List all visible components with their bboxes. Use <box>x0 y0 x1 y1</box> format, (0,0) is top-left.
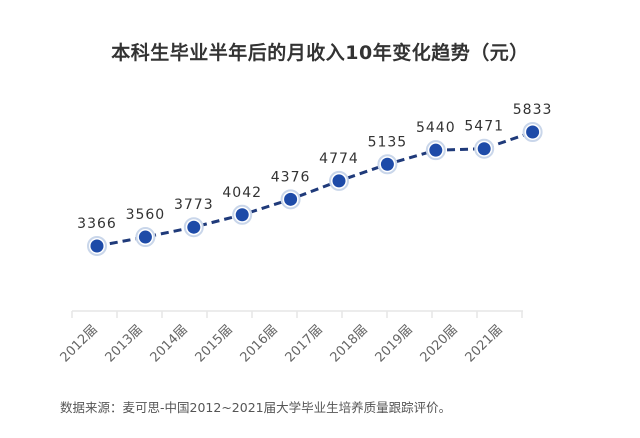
data-label: 4774 <box>319 151 359 167</box>
data-point-marker <box>329 170 349 191</box>
data-label: 5135 <box>368 134 408 150</box>
data-label: 5833 <box>513 102 553 118</box>
x-tick-label: 2017届 <box>283 322 326 365</box>
data-point-marker <box>87 236 107 256</box>
x-tick-label: 2018届 <box>328 322 371 365</box>
chart-title: 本科生毕业半年后的月收入10年变化趋势（元） <box>111 42 529 64</box>
data-line <box>96 130 534 248</box>
data-point-marker <box>135 227 156 248</box>
x-tick-label: 2014届 <box>148 322 191 365</box>
data-label: 3773 <box>174 197 214 213</box>
data-point-marker <box>425 140 446 161</box>
data-labels: 3366 3560 3773 4042 4376 4774 5135 5440 5471 5833 <box>77 102 553 232</box>
x-tick-labels: 2012届 2013届 2014届 2015届 2016届 2017届 2018届 2019届… <box>58 322 506 365</box>
data-label: 4042 <box>222 185 262 201</box>
data-source-note: 数据来源：麦可思-中国2012~2021届大学毕业生培养质量跟踪评价。 <box>60 400 452 415</box>
data-point-marker <box>377 154 398 175</box>
x-tick-label: 2013届 <box>103 322 146 365</box>
data-point-marker <box>522 122 543 142</box>
data-point-marker <box>280 189 301 210</box>
x-tick-label: 2019届 <box>373 322 416 365</box>
x-tick-label: 2016届 <box>238 322 281 365</box>
data-markers <box>87 122 543 256</box>
data-point-marker <box>183 217 204 238</box>
data-label: 3560 <box>126 207 166 223</box>
data-label: 5471 <box>464 119 504 135</box>
x-tick-label: 2020届 <box>418 322 461 365</box>
data-point-marker <box>474 138 495 159</box>
x-tick-label: 2015届 <box>193 322 236 365</box>
data-label: 5440 <box>416 120 456 136</box>
data-label: 4376 <box>271 169 311 185</box>
data-label: 3366 <box>77 216 117 232</box>
x-tick-label: 2021届 <box>463 322 506 365</box>
data-point-marker <box>232 204 253 225</box>
x-tick-label: 2012届 <box>58 322 101 365</box>
x-axis <box>71 310 523 318</box>
